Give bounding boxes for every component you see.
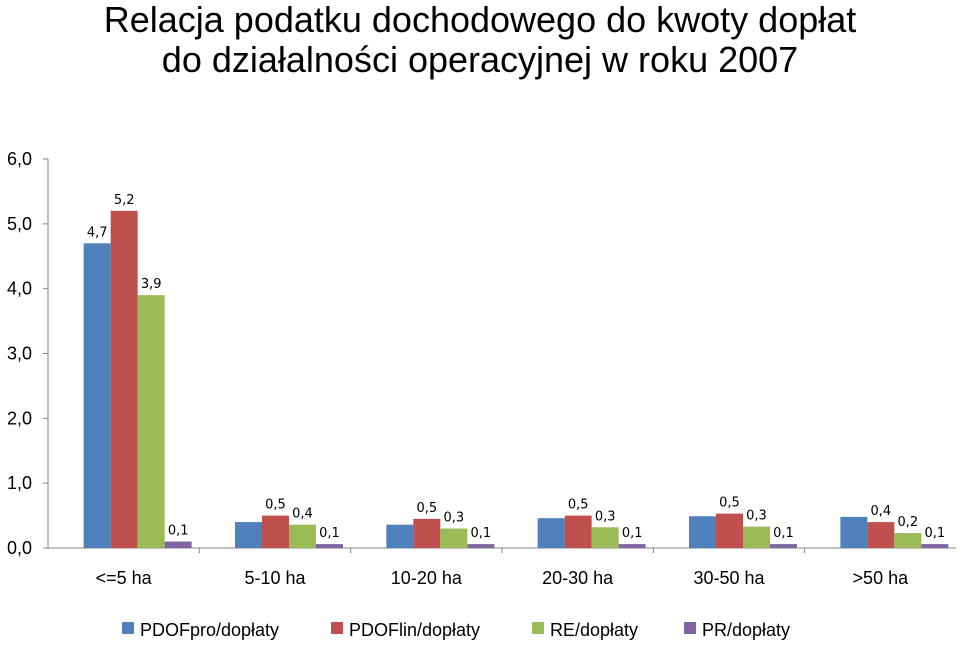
chart-title-line-2: do działalności operacyjnej w roku 2007 xyxy=(161,39,799,80)
data-label: 0,4 xyxy=(870,504,891,519)
bar xyxy=(110,210,138,548)
data-label: 0,1 xyxy=(319,526,340,541)
legend-label: RE/dopłaty xyxy=(550,620,638,640)
data-label: 0,5 xyxy=(568,498,589,513)
data-label: 5,2 xyxy=(114,193,135,208)
bar xyxy=(840,516,868,548)
bar xyxy=(867,522,895,548)
data-label: 0,1 xyxy=(168,524,189,539)
data-label: 0,1 xyxy=(924,526,945,541)
bar xyxy=(716,513,743,548)
bar xyxy=(689,516,716,548)
chart-title: Relacja podatku dochodowego do kwoty dop… xyxy=(0,0,960,80)
legend-label: PDOFpro/dopłaty xyxy=(140,620,279,640)
data-label: 4,7 xyxy=(87,225,108,240)
bar xyxy=(164,541,192,548)
bar xyxy=(770,544,797,548)
chart-title-line-1: Relacja podatku dochodowego do kwoty dop… xyxy=(103,0,857,40)
data-label: 0,5 xyxy=(719,496,740,511)
y-tick-label: 3,0 xyxy=(7,344,32,364)
x-category-label: 20-30 ha xyxy=(542,568,614,588)
bar xyxy=(618,544,646,548)
bar xyxy=(137,295,165,548)
y-tick-label: 4,0 xyxy=(7,279,32,299)
y-tick-label: 1,0 xyxy=(7,473,32,493)
legend-swatch xyxy=(331,622,343,634)
bar xyxy=(235,522,262,548)
bar xyxy=(467,544,495,548)
data-label: 0,5 xyxy=(265,498,286,513)
data-label: 0,1 xyxy=(773,526,794,541)
legend-swatch xyxy=(532,622,544,634)
bar xyxy=(316,544,343,548)
data-label: 0,5 xyxy=(416,501,437,516)
bar xyxy=(413,518,441,548)
legend-label: PR/dopłaty xyxy=(702,620,790,640)
legend-swatch xyxy=(122,622,134,634)
bar xyxy=(289,524,316,548)
bar xyxy=(591,527,619,548)
bar xyxy=(262,515,289,548)
x-category-label: 10-20 ha xyxy=(391,568,463,588)
data-label: 0,4 xyxy=(292,507,313,522)
data-label: 3,9 xyxy=(141,277,162,292)
bar xyxy=(743,526,770,548)
y-tick-label: 0,0 xyxy=(7,538,32,558)
bar xyxy=(894,533,922,548)
bar xyxy=(440,528,468,548)
data-label: 0,2 xyxy=(897,515,918,530)
x-category-label: <=5 ha xyxy=(96,568,153,588)
data-label: 0,3 xyxy=(595,509,616,524)
y-tick-label: 6,0 xyxy=(7,149,32,169)
data-label: 0,3 xyxy=(746,509,767,524)
legend-swatch xyxy=(684,622,696,634)
y-tick-label: 5,0 xyxy=(7,214,32,234)
bar xyxy=(386,524,414,548)
data-label: 0,1 xyxy=(622,526,643,541)
data-label: 0,3 xyxy=(443,511,464,526)
legend-label: PDOFlin/dopłaty xyxy=(349,620,480,640)
x-category-label: 5-10 ha xyxy=(244,568,306,588)
x-category-label: >50 ha xyxy=(853,568,910,588)
y-tick-label: 2,0 xyxy=(7,408,32,428)
bar xyxy=(83,243,111,549)
bar xyxy=(564,515,592,548)
x-category-label: 30-50 ha xyxy=(693,568,765,588)
data-label: 0,1 xyxy=(470,526,491,541)
bar xyxy=(921,544,949,548)
bar xyxy=(537,518,565,548)
